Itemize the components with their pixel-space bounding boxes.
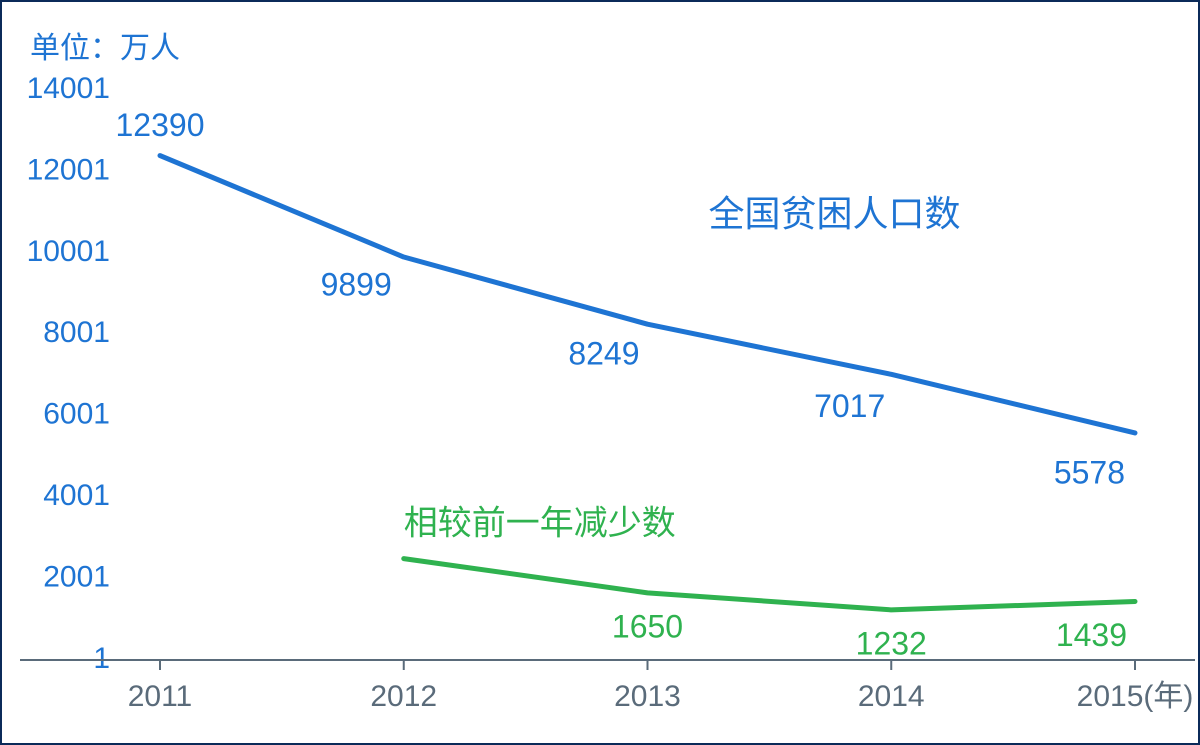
series-name-poverty: 全国贫困人口数 <box>708 193 960 234</box>
chart-frame: 单位：万人12001400160018001100011200114001201… <box>0 0 1200 745</box>
y-tick-label: 2001 <box>43 560 110 593</box>
data-label-reduction: 1650 <box>612 608 683 644</box>
data-label-poverty: 8249 <box>568 336 639 372</box>
x-tick-label: 2015(年) <box>1077 680 1194 713</box>
data-label-poverty: 12390 <box>116 107 205 143</box>
y-tick-label: 1 <box>93 642 110 675</box>
y-tick-label: 8001 <box>43 316 110 349</box>
y-tick-label: 14001 <box>27 72 110 105</box>
x-tick-label: 2012 <box>370 680 437 713</box>
series-name-reduction: 相较前一年减少数 <box>404 505 676 543</box>
y-tick-label: 10001 <box>27 235 110 268</box>
x-tick-label: 2013 <box>614 680 681 713</box>
data-label-reduction: 1439 <box>1056 617 1127 653</box>
unit-label: 单位：万人 <box>30 32 180 65</box>
x-tick-label: 2014 <box>858 680 925 713</box>
x-tick-label: 2011 <box>128 680 193 713</box>
chart-svg: 单位：万人12001400160018001100011200114001201… <box>0 0 1200 745</box>
data-label-poverty: 9899 <box>321 266 392 302</box>
y-tick-label: 12001 <box>27 153 110 186</box>
y-tick-label: 6001 <box>43 398 110 431</box>
data-label-poverty: 7017 <box>814 388 885 424</box>
data-label-reduction: 1232 <box>856 625 927 661</box>
data-label-poverty: 5578 <box>1054 454 1125 490</box>
y-tick-label: 4001 <box>43 479 110 512</box>
